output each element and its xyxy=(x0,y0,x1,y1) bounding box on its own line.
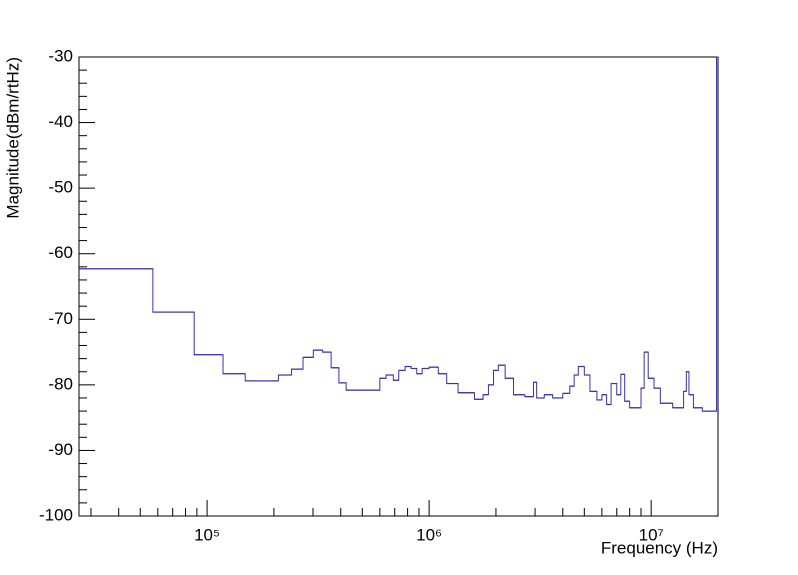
y-tick-label: -60 xyxy=(48,243,73,262)
y-tick-label: -90 xyxy=(48,440,73,459)
x-tick-label: 10⁶ xyxy=(416,525,442,544)
x-tick-label: 10⁷ xyxy=(639,525,664,544)
y-tick-label: -50 xyxy=(48,178,73,197)
x-tick-label: 10⁵ xyxy=(194,525,220,544)
y-axis-label: Magnitude(dBm/rtHz) xyxy=(3,57,22,219)
y-tick-label: -40 xyxy=(48,112,73,131)
y-tick-label: -80 xyxy=(48,374,73,393)
y-tick-label: -100 xyxy=(39,505,73,524)
y-tick-label: -30 xyxy=(48,46,73,65)
step-outline xyxy=(79,56,718,412)
x-axis-label: Frequency (Hz) xyxy=(601,538,718,557)
plot-frame xyxy=(78,56,719,517)
y-tick-label: -70 xyxy=(48,309,73,328)
